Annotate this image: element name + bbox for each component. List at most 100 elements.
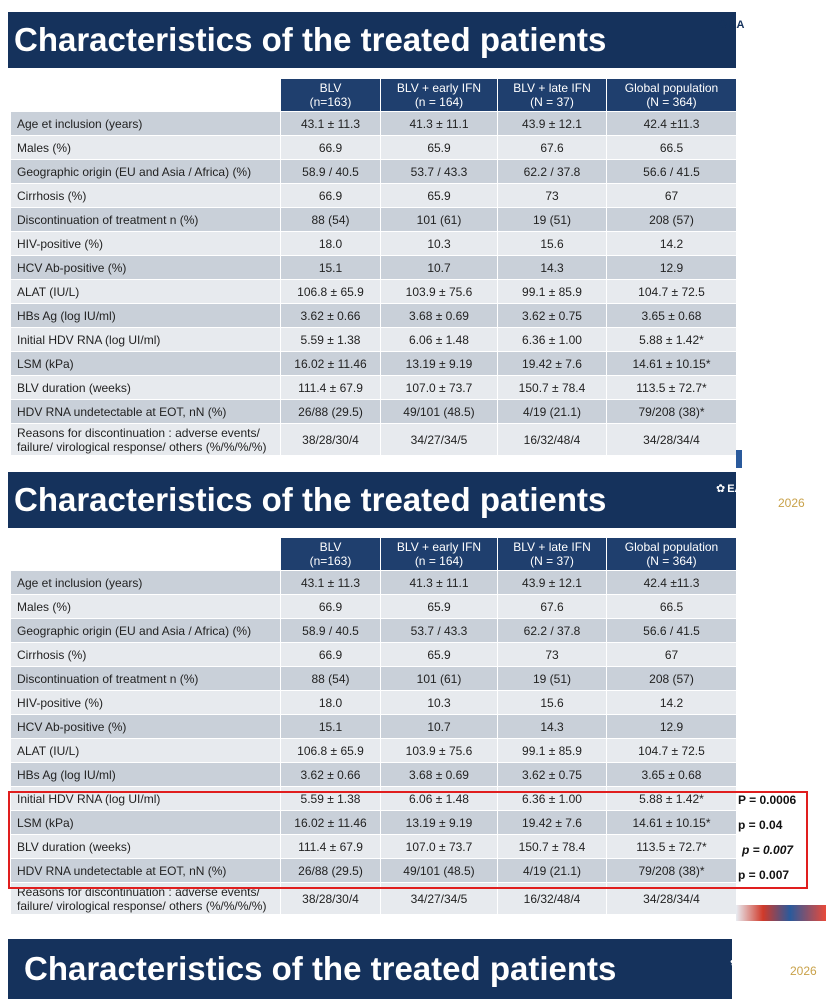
cell-value: 43.1 ± 11.3: [280, 111, 381, 136]
cell-value: 13.19 ± 9.19: [380, 351, 498, 376]
cell-value: 53.7 / 43.3: [380, 618, 498, 643]
row-label: Age et inclusion (years): [10, 570, 281, 595]
cell-value: 58.9 / 40.5: [280, 618, 381, 643]
row-label: Reasons for discontinuation : adverse ev…: [10, 882, 281, 915]
slide-title-3: Characteristics of the treated patients: [8, 939, 732, 999]
cell-value: 3.68 ± 0.69: [380, 303, 498, 328]
cell-value: 5.59 ± 1.38: [280, 786, 381, 811]
row-label: Cirrhosis (%): [10, 183, 281, 208]
cell-value: 34/27/34/5: [380, 423, 498, 456]
table-row: Reasons for discontinuation : adverse ev…: [10, 423, 737, 456]
cell-value: 3.65 ± 0.68: [606, 303, 737, 328]
cell-value: 49/101 (48.5): [380, 399, 498, 424]
easl-logo-2: ✿ EASL CONGRESS: [716, 482, 822, 496]
cell-value: 56.6 / 41.5: [606, 618, 737, 643]
table-row: HBs Ag (log IU/ml) 3.62 ± 0.66 3.68 ± 0.69…: [10, 303, 737, 328]
cell-value: 10.7: [380, 714, 498, 739]
table-row: HCV Ab-positive (%) 15.1 10.7 14.3 12.9: [10, 714, 737, 739]
header-global-population: Global population (N = 364): [606, 537, 737, 571]
row-label: HIV-positive (%): [10, 690, 281, 715]
cell-value: 106.8 ± 65.9: [280, 738, 381, 763]
header-empty: [10, 78, 281, 112]
cell-value: 16.02 ± 11.46: [280, 351, 381, 376]
cell-value: 14.3: [497, 714, 607, 739]
easl-logo-year: 2026: [778, 496, 805, 510]
cell-value: 107.0 ± 73.7: [380, 375, 498, 400]
table-row: Age et inclusion (years) 43.1 ± 11.3 41.3 …: [10, 111, 737, 136]
cell-value: 66.9: [280, 183, 381, 208]
slide-title-text: Characteristics of the treated patients: [14, 21, 607, 58]
cell-value: 16/32/48/4: [497, 882, 607, 915]
characteristics-table-2: BLV (n=163) BLV + early IFN (n = 164) BLV …: [10, 537, 737, 915]
cell-value: 14.61 ± 10.15*: [606, 810, 737, 835]
row-label: Geographic origin (EU and Asia / Africa)…: [10, 159, 281, 184]
header-global-population: Global population (N = 364): [606, 78, 737, 112]
cell-value: 66.9: [280, 594, 381, 619]
row-label: LSM (kPa): [10, 810, 281, 835]
cell-value: 101 (61): [380, 207, 498, 232]
row-label: Discontinuation of treatment n (%): [10, 207, 281, 232]
cell-value: 66.5: [606, 594, 737, 619]
decorative-stripe: [736, 905, 826, 921]
cell-value: 5.88 ± 1.42*: [606, 327, 737, 352]
cell-value: 34/28/34/4: [606, 423, 737, 456]
table-row: HIV-positive (%) 18.0 10.3 15.6 14.2: [10, 231, 737, 256]
table-row: Geographic origin (EU and Asia / Africa)…: [10, 159, 737, 184]
cell-value: 19 (51): [497, 207, 607, 232]
cell-value: 4/19 (21.1): [497, 399, 607, 424]
easl-logo-3: ✿ EASL CONGRESS: [730, 950, 829, 974]
cell-value: 88 (54): [280, 207, 381, 232]
cell-value: 41.3 ± 11.1: [380, 111, 498, 136]
table-row: Males (%) 66.9 65.9 67.6 66.5: [10, 594, 737, 619]
cell-value: 15.6: [497, 231, 607, 256]
cell-value: 19.42 ± 7.6: [497, 810, 607, 835]
cell-value: 10.3: [380, 690, 498, 715]
row-label: LSM (kPa): [10, 351, 281, 376]
cell-value: 113.5 ± 72.7*: [606, 834, 737, 859]
cell-value: 107.0 ± 73.7: [380, 834, 498, 859]
cell-value: 208 (57): [606, 207, 737, 232]
cell-value: 16/32/48/4: [497, 423, 607, 456]
table-row: Discontinuation of treatment n (%) 88 (54…: [10, 666, 737, 691]
p-value-hdv-undetectable: p = 0.007: [738, 868, 790, 882]
cell-value: 3.62 ± 0.66: [280, 762, 381, 787]
cell-value: 3.62 ± 0.75: [497, 303, 607, 328]
row-label: Reasons for discontinuation : adverse ev…: [10, 423, 281, 456]
table-row: BLV duration (weeks) 111.4 ± 67.9 107.0 ± …: [10, 375, 737, 400]
cell-value: 18.0: [280, 690, 381, 715]
table-row: ALAT (IU/L) 106.8 ± 65.9 103.9 ± 75.6 99.1 …: [10, 279, 737, 304]
header-blv-early-ifn: BLV + early IFN (n = 164): [380, 537, 498, 571]
cell-value: 65.9: [380, 594, 498, 619]
cell-value: 6.36 ± 1.00: [497, 327, 607, 352]
table-row: Age et inclusion (years) 43.1 ± 11.3 41.3 …: [10, 570, 737, 595]
row-label: Discontinuation of treatment n (%): [10, 666, 281, 691]
cell-value: 3.62 ± 0.66: [280, 303, 381, 328]
table-row: HBs Ag (log IU/ml) 3.62 ± 0.66 3.68 ± 0.69…: [10, 762, 737, 787]
cell-value: 49/101 (48.5): [380, 858, 498, 883]
cell-value: 104.7 ± 72.5: [606, 279, 737, 304]
cell-value: 103.9 ± 75.6: [380, 279, 498, 304]
cell-value: 15.1: [280, 714, 381, 739]
row-label: HBs Ag (log IU/ml): [10, 762, 281, 787]
cell-value: 19.42 ± 7.6: [497, 351, 607, 376]
cell-value: 6.36 ± 1.00: [497, 786, 607, 811]
cell-value: 34/28/34/4: [606, 882, 737, 915]
cell-value: 5.88 ± 1.42*: [606, 786, 737, 811]
table-row: Discontinuation of treatment n (%) 88 (54…: [10, 207, 737, 232]
cell-value: 18.0: [280, 231, 381, 256]
cell-value: 43.1 ± 11.3: [280, 570, 381, 595]
cell-value: 67.6: [497, 135, 607, 160]
cell-value: 34/27/34/5: [380, 882, 498, 915]
cell-value: 104.7 ± 72.5: [606, 738, 737, 763]
cell-value: 113.5 ± 72.7*: [606, 375, 737, 400]
cell-value: 10.7: [380, 255, 498, 280]
table-row: Cirrhosis (%) 66.9 65.9 73 67: [10, 183, 737, 208]
slide-title-text: Characteristics of the treated patients: [24, 950, 617, 987]
table-row: HIV-positive (%) 18.0 10.3 15.6 14.2: [10, 690, 737, 715]
cell-value: 3.65 ± 0.68: [606, 762, 737, 787]
row-label: Males (%): [10, 594, 281, 619]
easl-logo-year: 2026: [790, 964, 817, 978]
easl-logo-year-3: 2026: [790, 964, 817, 978]
table-row: LSM (kPa) 16.02 ± 11.46 13.19 ± 9.19 19.42 …: [10, 810, 737, 835]
table-row: HCV Ab-positive (%) 15.1 10.7 14.3 12.9: [10, 255, 737, 280]
